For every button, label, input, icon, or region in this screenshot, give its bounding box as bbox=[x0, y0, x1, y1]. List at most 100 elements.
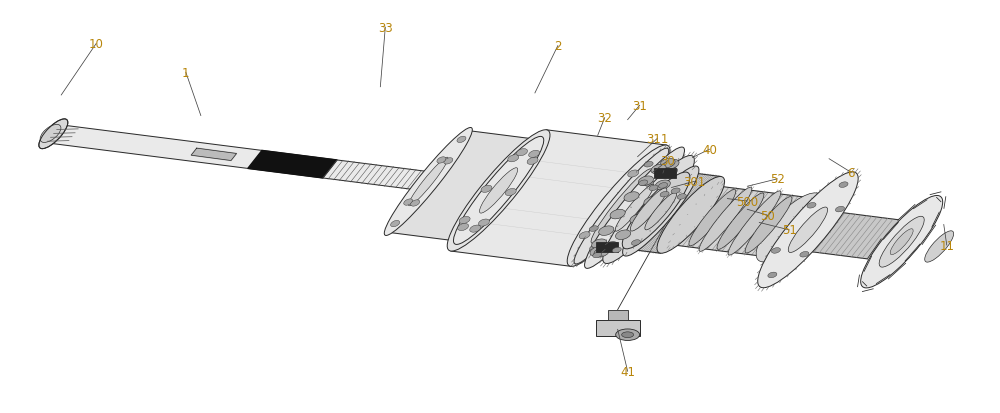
Polygon shape bbox=[43, 125, 449, 193]
Polygon shape bbox=[626, 173, 721, 254]
Ellipse shape bbox=[594, 248, 609, 257]
Text: 2: 2 bbox=[554, 40, 562, 53]
Ellipse shape bbox=[612, 247, 621, 253]
Ellipse shape bbox=[464, 150, 533, 233]
Ellipse shape bbox=[40, 125, 61, 143]
Text: 40: 40 bbox=[702, 143, 717, 157]
Text: 10: 10 bbox=[89, 38, 104, 51]
Ellipse shape bbox=[517, 149, 527, 157]
Ellipse shape bbox=[615, 185, 654, 232]
Ellipse shape bbox=[470, 225, 481, 233]
Ellipse shape bbox=[662, 168, 677, 177]
Ellipse shape bbox=[508, 155, 519, 162]
Text: 301: 301 bbox=[683, 176, 706, 188]
Ellipse shape bbox=[622, 332, 634, 338]
Ellipse shape bbox=[630, 215, 645, 224]
Text: 33: 33 bbox=[378, 21, 393, 35]
Text: 41: 41 bbox=[620, 365, 635, 378]
Ellipse shape bbox=[453, 137, 544, 245]
Ellipse shape bbox=[567, 146, 670, 267]
Ellipse shape bbox=[628, 171, 639, 178]
Ellipse shape bbox=[459, 217, 470, 224]
Ellipse shape bbox=[589, 226, 598, 232]
Ellipse shape bbox=[456, 140, 541, 242]
Text: 1: 1 bbox=[182, 66, 190, 80]
Ellipse shape bbox=[655, 180, 670, 190]
Ellipse shape bbox=[444, 158, 453, 165]
Ellipse shape bbox=[593, 253, 602, 258]
Ellipse shape bbox=[479, 168, 519, 214]
Text: 31: 31 bbox=[632, 100, 647, 112]
Text: 11: 11 bbox=[939, 239, 954, 252]
Ellipse shape bbox=[638, 176, 654, 186]
Ellipse shape bbox=[610, 210, 625, 219]
Text: 32: 32 bbox=[597, 112, 612, 125]
Ellipse shape bbox=[384, 128, 472, 236]
Ellipse shape bbox=[631, 240, 640, 246]
Text: 6: 6 bbox=[847, 166, 855, 179]
Ellipse shape bbox=[647, 173, 658, 180]
Ellipse shape bbox=[623, 166, 699, 256]
Ellipse shape bbox=[408, 158, 448, 206]
FancyBboxPatch shape bbox=[654, 169, 676, 178]
Text: 311: 311 bbox=[646, 132, 669, 145]
Ellipse shape bbox=[599, 183, 639, 229]
Text: 50: 50 bbox=[760, 209, 775, 222]
Ellipse shape bbox=[807, 203, 816, 209]
Text: 51: 51 bbox=[782, 224, 797, 237]
Ellipse shape bbox=[644, 197, 659, 206]
Ellipse shape bbox=[758, 172, 858, 288]
Ellipse shape bbox=[657, 177, 725, 254]
FancyBboxPatch shape bbox=[608, 310, 628, 320]
Ellipse shape bbox=[411, 200, 420, 206]
Ellipse shape bbox=[622, 173, 690, 249]
Ellipse shape bbox=[579, 232, 590, 239]
Ellipse shape bbox=[479, 169, 518, 214]
Ellipse shape bbox=[527, 158, 538, 165]
Ellipse shape bbox=[591, 169, 652, 244]
Text: 30: 30 bbox=[660, 155, 675, 168]
Ellipse shape bbox=[585, 148, 685, 269]
Ellipse shape bbox=[925, 231, 954, 263]
Ellipse shape bbox=[839, 183, 848, 188]
FancyBboxPatch shape bbox=[596, 242, 618, 252]
Ellipse shape bbox=[879, 217, 924, 268]
Ellipse shape bbox=[649, 185, 658, 191]
Polygon shape bbox=[451, 131, 666, 267]
Ellipse shape bbox=[644, 162, 653, 168]
Ellipse shape bbox=[592, 240, 607, 249]
Ellipse shape bbox=[664, 160, 679, 169]
Ellipse shape bbox=[603, 156, 694, 264]
Ellipse shape bbox=[835, 207, 844, 212]
Ellipse shape bbox=[624, 192, 639, 202]
Ellipse shape bbox=[391, 221, 400, 227]
Ellipse shape bbox=[717, 194, 764, 250]
Ellipse shape bbox=[404, 199, 413, 206]
Ellipse shape bbox=[574, 149, 669, 264]
Polygon shape bbox=[668, 186, 803, 256]
Ellipse shape bbox=[669, 184, 722, 248]
Ellipse shape bbox=[659, 183, 668, 189]
Ellipse shape bbox=[590, 245, 599, 251]
Ellipse shape bbox=[39, 120, 68, 150]
Ellipse shape bbox=[861, 196, 943, 288]
Polygon shape bbox=[388, 131, 539, 242]
Ellipse shape bbox=[478, 219, 489, 227]
Polygon shape bbox=[248, 151, 337, 178]
Ellipse shape bbox=[590, 247, 605, 256]
Ellipse shape bbox=[890, 229, 913, 255]
Text: 500: 500 bbox=[736, 195, 758, 208]
Ellipse shape bbox=[677, 194, 686, 200]
FancyBboxPatch shape bbox=[596, 320, 640, 337]
Ellipse shape bbox=[616, 329, 640, 341]
Ellipse shape bbox=[756, 193, 822, 262]
Ellipse shape bbox=[671, 188, 680, 194]
Ellipse shape bbox=[651, 165, 666, 174]
Ellipse shape bbox=[447, 131, 550, 252]
Ellipse shape bbox=[599, 226, 614, 236]
Ellipse shape bbox=[457, 137, 466, 143]
Polygon shape bbox=[191, 149, 237, 161]
Ellipse shape bbox=[699, 188, 752, 252]
Ellipse shape bbox=[458, 224, 469, 231]
Ellipse shape bbox=[481, 186, 492, 193]
